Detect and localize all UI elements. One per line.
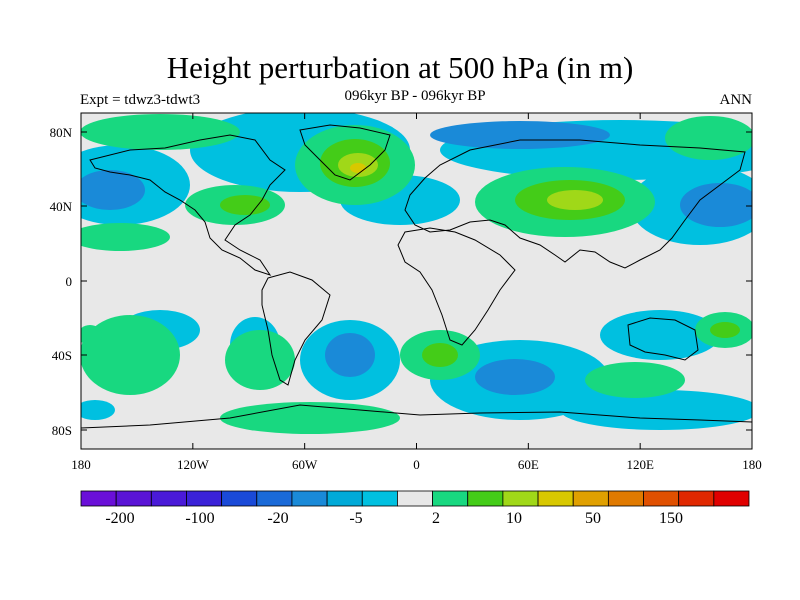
- cyan-patch: [81, 400, 115, 420]
- colorbar-box: [186, 490, 223, 507]
- colorbar-box: [361, 490, 398, 507]
- colorbar-box: [80, 490, 117, 507]
- lat-tick-label: 80S: [52, 423, 72, 438]
- lon-tick-label: 120E: [626, 457, 654, 472]
- colorbar-label: -5: [349, 510, 362, 527]
- colorbar-label: -200: [105, 510, 134, 527]
- period-label: 096kyr BP - 096kyr BP: [344, 88, 486, 104]
- lon-tick-label: 60E: [518, 457, 539, 472]
- coast-africa: [397, 227, 516, 346]
- blue-core: [325, 333, 375, 377]
- colorbar-box: [643, 490, 680, 507]
- yellow-green-core: [547, 190, 603, 210]
- bright-green-core: [422, 343, 458, 367]
- colorbar-box: [607, 490, 644, 507]
- lon-tick-label: 180: [71, 457, 91, 472]
- plot-title: Height perturbation at 500 hPa (in m): [166, 50, 634, 85]
- colorbar-box: [713, 490, 750, 507]
- latitude-axis: 80N 40N 0 40S 80S: [50, 125, 752, 438]
- green-patch: [220, 402, 400, 434]
- blue-core: [680, 183, 752, 227]
- colorbar-box: [432, 490, 469, 507]
- lon-tick-label: 60W: [292, 457, 318, 472]
- colorbar-box: [397, 490, 433, 507]
- longitude-axis: 180 120W 60W 0 60E 120E 180: [71, 113, 762, 472]
- lon-tick-label: 120W: [177, 457, 210, 472]
- coast-greenland: [299, 124, 391, 181]
- colorbar-label: -100: [185, 510, 214, 527]
- lat-tick-label: 0: [66, 274, 73, 289]
- colorbar-box: [326, 490, 363, 507]
- colorbar-box: [150, 490, 187, 507]
- stronger-negative-areas: [81, 121, 752, 395]
- colorbar-box: [502, 490, 539, 507]
- colorbar-label: -20: [267, 510, 288, 527]
- experiment-label: Expt = tdwz3-tdwt3: [80, 92, 201, 108]
- green-patch: [225, 330, 295, 390]
- blue-core: [475, 359, 555, 395]
- green-patch: [81, 325, 102, 345]
- peak-core: [350, 163, 366, 173]
- bright-green-core: [710, 322, 740, 338]
- cyan-patch: [600, 310, 720, 360]
- lon-tick-label: 180: [742, 457, 762, 472]
- colorbar-box: [256, 490, 293, 507]
- colorbar-label: 10: [506, 510, 522, 527]
- green-patch: [81, 114, 240, 150]
- season-label: ANN: [719, 92, 753, 108]
- colorbar-box: [291, 490, 328, 507]
- colorbar-box: [678, 490, 715, 507]
- green-patch: [585, 362, 685, 398]
- green-patch: [81, 315, 180, 395]
- colorbar-box: [467, 490, 504, 507]
- blue-core: [81, 170, 145, 210]
- lon-tick-label: 0: [413, 457, 420, 472]
- coast-australia: [627, 317, 699, 361]
- colorbar: -200 -100 -20 -5 2 10 50 150: [80, 490, 750, 527]
- green-patch: [81, 223, 170, 251]
- coastlines: [81, 124, 752, 429]
- lat-tick-label: 40S: [52, 348, 72, 363]
- coast-antarctica: [81, 404, 752, 429]
- colorbar-label: 150: [659, 510, 683, 527]
- blue-core: [430, 121, 610, 149]
- lat-tick-label: 80N: [50, 125, 73, 140]
- colorbar-label: 50: [585, 510, 601, 527]
- height-field: [81, 113, 752, 449]
- colorbar-box: [572, 490, 609, 507]
- coast-north-america: [89, 134, 286, 276]
- bright-green-core: [220, 195, 270, 215]
- coast-eurasia: [404, 139, 746, 269]
- colorbar-box: [115, 490, 152, 507]
- colorbar-box: [221, 490, 258, 507]
- colorbar-label: 2: [432, 510, 440, 527]
- coast-south-america: [261, 271, 331, 386]
- cyan-patch: [560, 390, 752, 430]
- green-patch: [665, 116, 752, 160]
- colorbar-box: [537, 490, 574, 507]
- lat-tick-label: 40N: [50, 199, 73, 214]
